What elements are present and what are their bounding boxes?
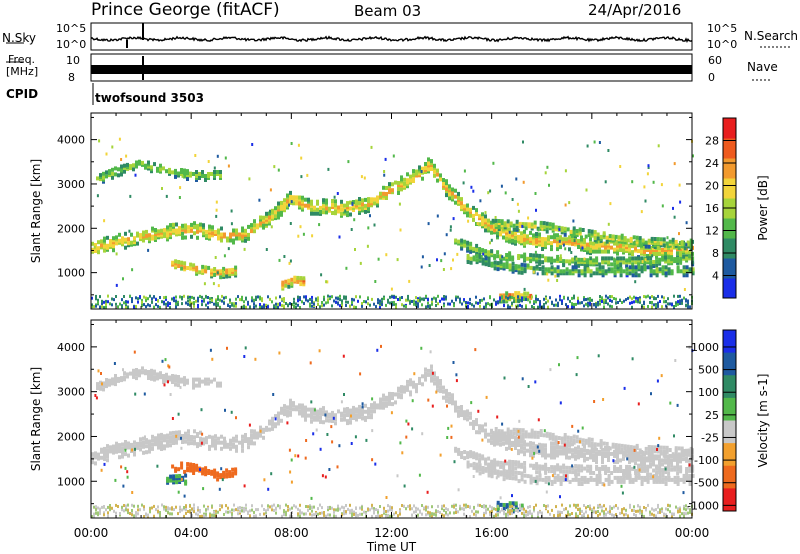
power-swatch-0 [723, 278, 736, 299]
sparse-scatter [94, 344, 694, 500]
band-upper-early [96, 366, 222, 392]
y-tick-label-4000: 4000 [57, 341, 85, 354]
power-panel: 1000 2000 3000 4000 Slant Range [km] [29, 112, 695, 310]
nsky-tick-top: 10^5 [56, 22, 87, 35]
sparse-scatter [93, 137, 694, 291]
band-patch-morning [281, 275, 306, 291]
x-tick-label-5: 20:00 [575, 526, 610, 540]
band-lower-early [171, 461, 238, 482]
freq-tick-bottom: 8 [68, 71, 75, 84]
power-swatch-2 [723, 238, 736, 259]
velocity-swatch-7 [723, 488, 736, 512]
x-axis-label: Time UT [366, 540, 417, 554]
velocity-cb-label-1: 500 [698, 364, 719, 377]
nsky-trace [90, 35, 693, 43]
velocity-colorbar: 1000 500 100 25 -25 -100 -500 -1000 Velocity [m … [687, 329, 770, 512]
freq-trace [91, 65, 692, 74]
strips-layer [6, 22, 790, 105]
x-tick-label-0: 00:00 [74, 526, 109, 540]
velocity-swatch-3 [723, 397, 736, 421]
y-tick-label-1000: 1000 [57, 267, 85, 280]
power-cb-label-4: 4 [712, 270, 719, 283]
velocity-cb-label-4: -25 [701, 431, 719, 444]
nsearch-label: N.Search [744, 29, 799, 43]
nsky-label: N.Sky [2, 31, 37, 45]
x-tick-label-4: 16:00 [474, 526, 509, 540]
power-swatch-1 [723, 258, 736, 279]
x-tick-label-3: 12:00 [374, 526, 409, 540]
nave-tick-bottom: 0 [708, 71, 715, 84]
cpid-value: twofsound 3503 [95, 91, 204, 105]
freq-label-line1: Freq. [8, 53, 36, 66]
y-tick-label-2000: 2000 [57, 430, 85, 443]
velocity-colorbar-frame [722, 329, 737, 512]
band-evening-low [466, 460, 695, 486]
nsky-tick-bottom: 10^0 [56, 38, 87, 51]
velocity-swatch-5 [723, 443, 736, 467]
velocity-cb-label-5: -100 [694, 454, 719, 467]
x-tick-label-2: 08:00 [274, 526, 309, 540]
band-upper-early [96, 159, 222, 184]
y-axis-label: Slant Range [km] [29, 367, 43, 471]
velocity-cb-label-2: 100 [698, 386, 719, 399]
power-swatch-5 [723, 178, 736, 199]
velocity-swatch-0 [723, 330, 736, 354]
panel-frame [90, 112, 693, 310]
freq-tick-top: 10 [66, 54, 80, 67]
band-evening-low [466, 254, 695, 278]
velocity-swatch-6 [723, 465, 736, 489]
y-tick-label-4000: 4000 [57, 134, 85, 147]
y-tick-label-2000: 2000 [57, 222, 85, 235]
velocity-cb-label-7: -1000 [687, 499, 719, 512]
power-swatch-3 [723, 218, 736, 239]
power-cb-label-12: 12 [705, 225, 719, 238]
power-colorbar-title: Power [dB] [756, 175, 770, 240]
power-cb-label-24: 24 [705, 157, 719, 170]
power-cb-label-16: 16 [705, 202, 719, 215]
x-tick-label-6: 00:00 [675, 526, 710, 540]
velocity-colorbar-title: Velocity [m s-1] [756, 374, 770, 468]
power-cb-label-8: 8 [712, 247, 719, 260]
date-title: 24/Apr/2016 [588, 1, 682, 19]
band-evening-upper [491, 427, 693, 459]
station-title: Prince George (fitACF) [91, 0, 280, 20]
near-range-noise [91, 294, 693, 310]
velocity-swatch-4 [723, 420, 736, 444]
power-cb-label-20: 20 [705, 180, 719, 193]
velocity-cb-label-3: 25 [705, 409, 719, 422]
y-tick-label-1000: 1000 [57, 475, 85, 488]
power-colorbar: 4 8 12 16 20 24 28 Power [dB] [705, 117, 770, 299]
velocity-cb-label-6: -500 [694, 477, 719, 490]
panel-frame [90, 319, 693, 519]
y-tick-label-3000: 3000 [57, 386, 85, 399]
power-cb-label-28: 28 [705, 135, 719, 148]
freq-label-line2: [MHz] [6, 65, 39, 78]
band-green-patch-early [166, 473, 188, 486]
beam-title: Beam 03 [354, 2, 422, 20]
y-tick-label-3000: 3000 [57, 178, 85, 191]
velocity-cb-label-0: 1000 [691, 341, 719, 354]
power-swatch-8 [723, 118, 736, 139]
nave-tick-top: 60 [708, 54, 722, 67]
x-tick-label-1: 04:00 [174, 526, 209, 540]
power-swatch-7 [723, 138, 736, 159]
y-axis-label: Slant Range [km] [29, 159, 43, 263]
velocity-swatch-1 [723, 352, 736, 376]
nsearch-tick-bottom: 10^0 [707, 38, 738, 51]
time-axis: 00:00 04:00 08:00 12:00 16:00 20:00 00:00 Time … [74, 526, 710, 554]
velocity-swatch-2 [723, 375, 736, 399]
nsky-strip-frame [90, 22, 693, 51]
power-swatch-6 [723, 158, 736, 179]
cpid-label: CPID [6, 87, 39, 101]
near-range-noise [91, 503, 693, 519]
nsearch-tick-top: 10^5 [707, 22, 738, 35]
nave-label: Nave [747, 60, 778, 74]
band-lower-early [171, 259, 238, 280]
velocity-panel: 1000 2000 3000 4000 Slant Range [km] [29, 319, 695, 519]
